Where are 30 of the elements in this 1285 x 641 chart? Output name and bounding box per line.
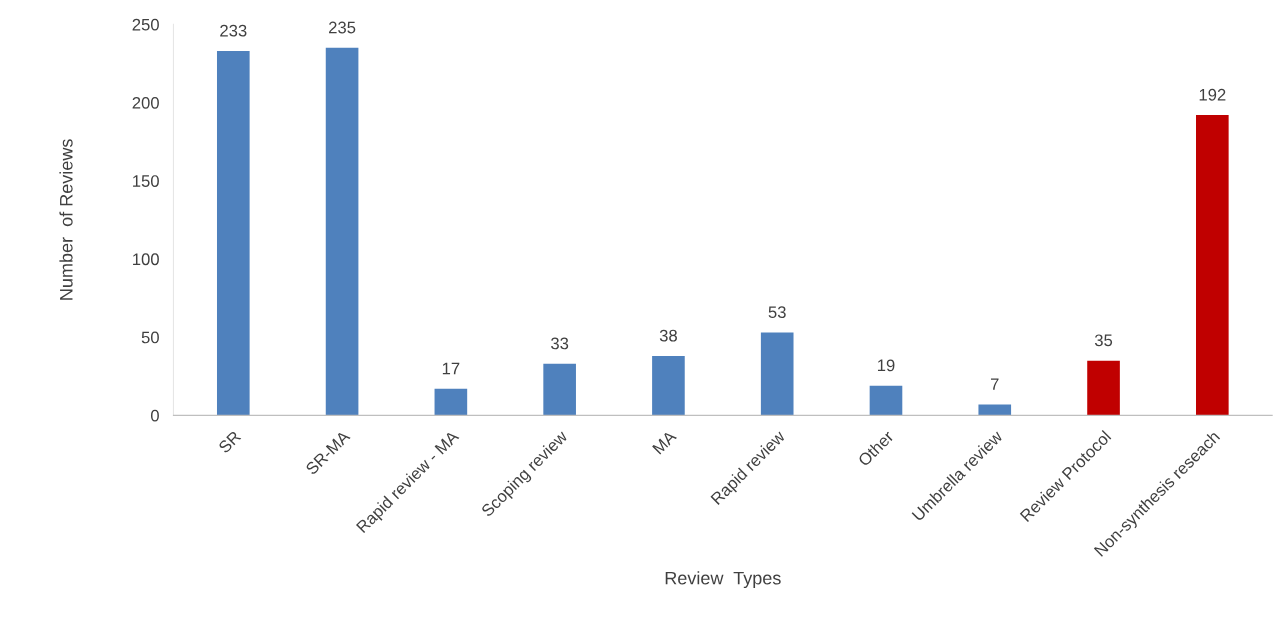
x-tick-label: SR — [217, 430, 242, 454]
bar — [543, 363, 576, 416]
y-tick-label: 250 — [132, 18, 159, 31]
bar — [434, 388, 468, 416]
data-label: 235 — [329, 21, 356, 34]
y-tick-label: 150 — [133, 175, 159, 187]
data-label: 53 — [768, 306, 786, 319]
data-label: 17 — [442, 362, 460, 375]
data-label: 38 — [659, 329, 677, 342]
data-label: 192 — [1199, 88, 1226, 101]
data-label: 7 — [990, 378, 999, 390]
y-tick-label: 200 — [132, 96, 159, 109]
bar — [325, 47, 359, 416]
data-label: 33 — [551, 337, 569, 350]
x-axis-title: Review Types — [665, 571, 781, 589]
x-tick-label: MA — [652, 429, 677, 455]
bar — [1087, 360, 1120, 416]
bar — [760, 332, 794, 416]
y-tick-label: 50 — [141, 331, 159, 344]
y-axis-title: Number of Reviews — [59, 139, 73, 300]
bar — [869, 385, 903, 416]
bar — [652, 355, 685, 416]
bar — [978, 404, 1012, 416]
data-label: 35 — [1094, 334, 1113, 347]
y-tick-label: 100 — [133, 253, 159, 266]
y-tick-label: 0 — [150, 409, 159, 422]
data-label: 19 — [877, 359, 895, 372]
data-label: 233 — [220, 24, 247, 37]
bar — [216, 50, 250, 416]
bar — [1196, 115, 1229, 416]
